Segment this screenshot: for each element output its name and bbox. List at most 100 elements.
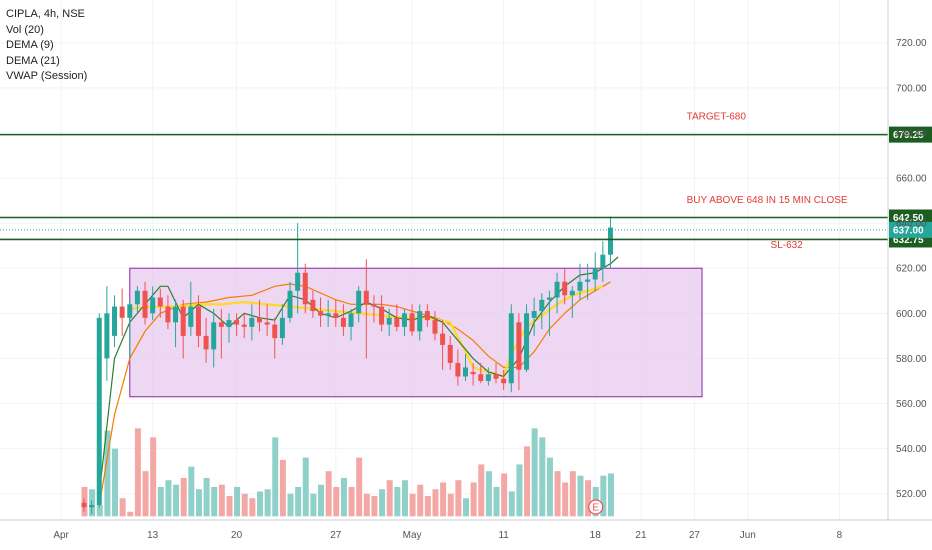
- legend-dema9[interactable]: DEMA (9): [6, 39, 54, 51]
- range-box: [129, 267, 703, 398]
- legend-symbol[interactable]: CIPLA, 4h, NSE: [6, 8, 85, 20]
- candle-body: [394, 317, 400, 327]
- consolidation-rectangle[interactable]: [129, 267, 703, 398]
- volume-bar: [508, 491, 515, 517]
- volume-bar: [295, 486, 302, 517]
- candle-body: [424, 311, 430, 321]
- candle-body: [340, 317, 346, 327]
- candle-body: [432, 320, 438, 334]
- volume-bar: [119, 498, 126, 517]
- legend-dema21[interactable]: DEMA (21): [6, 54, 60, 67]
- volume-bar: [493, 486, 500, 517]
- price-tick-label: 580.00: [896, 354, 927, 365]
- candle-body: [249, 317, 255, 327]
- candle-body: [96, 317, 102, 505]
- volume-bar: [203, 477, 210, 517]
- legend-volume[interactable]: Vol (20): [6, 23, 44, 36]
- volume-bar: [127, 511, 134, 517]
- time-tick-label: Jun: [740, 530, 756, 541]
- candle-body: [470, 371, 476, 375]
- volume-bar: [470, 482, 477, 517]
- volume-bar: [440, 482, 447, 517]
- volume-bar: [302, 457, 309, 517]
- volume-bar: [432, 489, 439, 517]
- volume-bar: [356, 457, 363, 517]
- price-tag-label: 679.25: [893, 130, 924, 141]
- time-tick-label: 27: [689, 530, 701, 541]
- volume-bar: [318, 484, 325, 517]
- candle-body: [157, 297, 163, 307]
- candle-body: [142, 290, 148, 318]
- price-levels[interactable]: [0, 133, 888, 241]
- time-tick-label: 8: [837, 530, 843, 541]
- candle-body: [386, 317, 392, 325]
- candle-body: [569, 290, 575, 296]
- volume-bar: [455, 480, 462, 517]
- volume-bar: [600, 475, 607, 517]
- candle-body: [478, 374, 484, 381]
- candle-body: [226, 320, 232, 327]
- volume-bar: [371, 495, 378, 517]
- time-tick-label: 27: [330, 530, 342, 541]
- volume-bar: [165, 480, 172, 517]
- volume-bar: [401, 480, 408, 517]
- candle-body: [89, 505, 95, 508]
- candle-body: [501, 378, 507, 384]
- candle-body: [127, 304, 133, 318]
- time-tick-label: 11: [498, 530, 509, 541]
- price-tick-label: 680.00: [896, 128, 927, 139]
- volume-bar: [447, 493, 454, 517]
- time-tick-label: May: [403, 530, 422, 541]
- candle-body: [440, 333, 446, 345]
- volume-bar: [112, 448, 119, 517]
- candle-body: [516, 322, 522, 370]
- price-tick-label: 640.00: [896, 219, 927, 230]
- volume-bar: [211, 486, 218, 517]
- volume-bar: [348, 486, 355, 517]
- volume-bar: [234, 486, 241, 517]
- candle-body: [592, 268, 598, 280]
- candle-body: [272, 324, 278, 339]
- legend-vwap[interactable]: VWAP (Session): [6, 70, 88, 82]
- candle-body: [585, 279, 591, 282]
- volume-bar: [241, 493, 248, 517]
- volume-bar: [531, 428, 538, 517]
- candle-body: [455, 362, 461, 377]
- annotation-text: BUY ABOVE 648 IN 15 MIN CLOSE: [687, 195, 848, 206]
- candle-body: [112, 306, 118, 336]
- candle-body: [81, 502, 87, 508]
- volume-bar: [607, 473, 614, 517]
- candles: [81, 216, 613, 515]
- candle-body: [508, 313, 514, 384]
- candle-body: [195, 306, 201, 336]
- price-tick-label: 560.00: [896, 399, 927, 410]
- candle-body: [325, 313, 331, 316]
- volume-bar: [501, 473, 508, 517]
- price-tag: [889, 209, 932, 226]
- volume-bar: [195, 489, 202, 517]
- volume-bar: [226, 495, 233, 517]
- candle-body: [119, 306, 125, 318]
- chart-grid: [0, 0, 888, 520]
- volume-bar: [386, 480, 393, 517]
- volume-bar: [249, 498, 256, 517]
- volume-bar: [287, 493, 294, 517]
- candle-body: [173, 306, 179, 323]
- price-tag-label: 642.50: [893, 213, 924, 224]
- time-axis[interactable]: Apr 13 20 27 May 11 18 21 27 Jun 8: [0, 519, 932, 541]
- candle-body: [379, 306, 385, 325]
- candle-body: [531, 311, 537, 318]
- price-tick-label: 540.00: [896, 444, 927, 455]
- candle-body: [318, 311, 324, 316]
- volume-bar: [256, 491, 263, 517]
- volume-bar: [180, 477, 187, 517]
- candle-body: [485, 374, 491, 381]
- candle-body: [493, 374, 499, 379]
- annotation-text: TARGET-680: [687, 111, 747, 122]
- candle-body: [600, 254, 606, 269]
- candle-body: [417, 311, 423, 332]
- candle-body: [333, 313, 339, 318]
- candle-body: [211, 322, 217, 350]
